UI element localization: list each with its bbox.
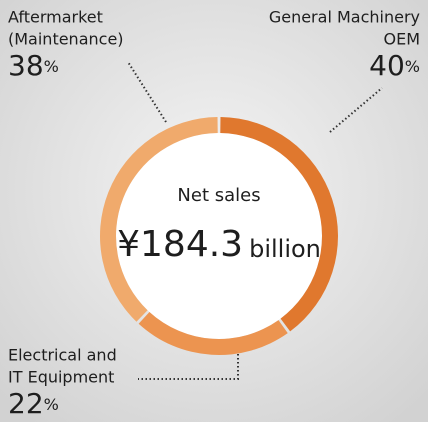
category-label: (Maintenance) (8, 30, 124, 49)
category-label: IT Equipment (8, 368, 114, 387)
chart: Net sales ¥184.3 billion General Machine… (0, 0, 428, 422)
center-title: Net sales (177, 185, 260, 206)
category-label: OEM (383, 30, 420, 49)
center-unit: billion (249, 235, 321, 263)
category-label: Aftermarket (8, 8, 103, 27)
center-value: ¥184.3 (117, 224, 243, 265)
category-label: General Machinery (269, 8, 420, 27)
category-label: Electrical and (8, 346, 117, 365)
